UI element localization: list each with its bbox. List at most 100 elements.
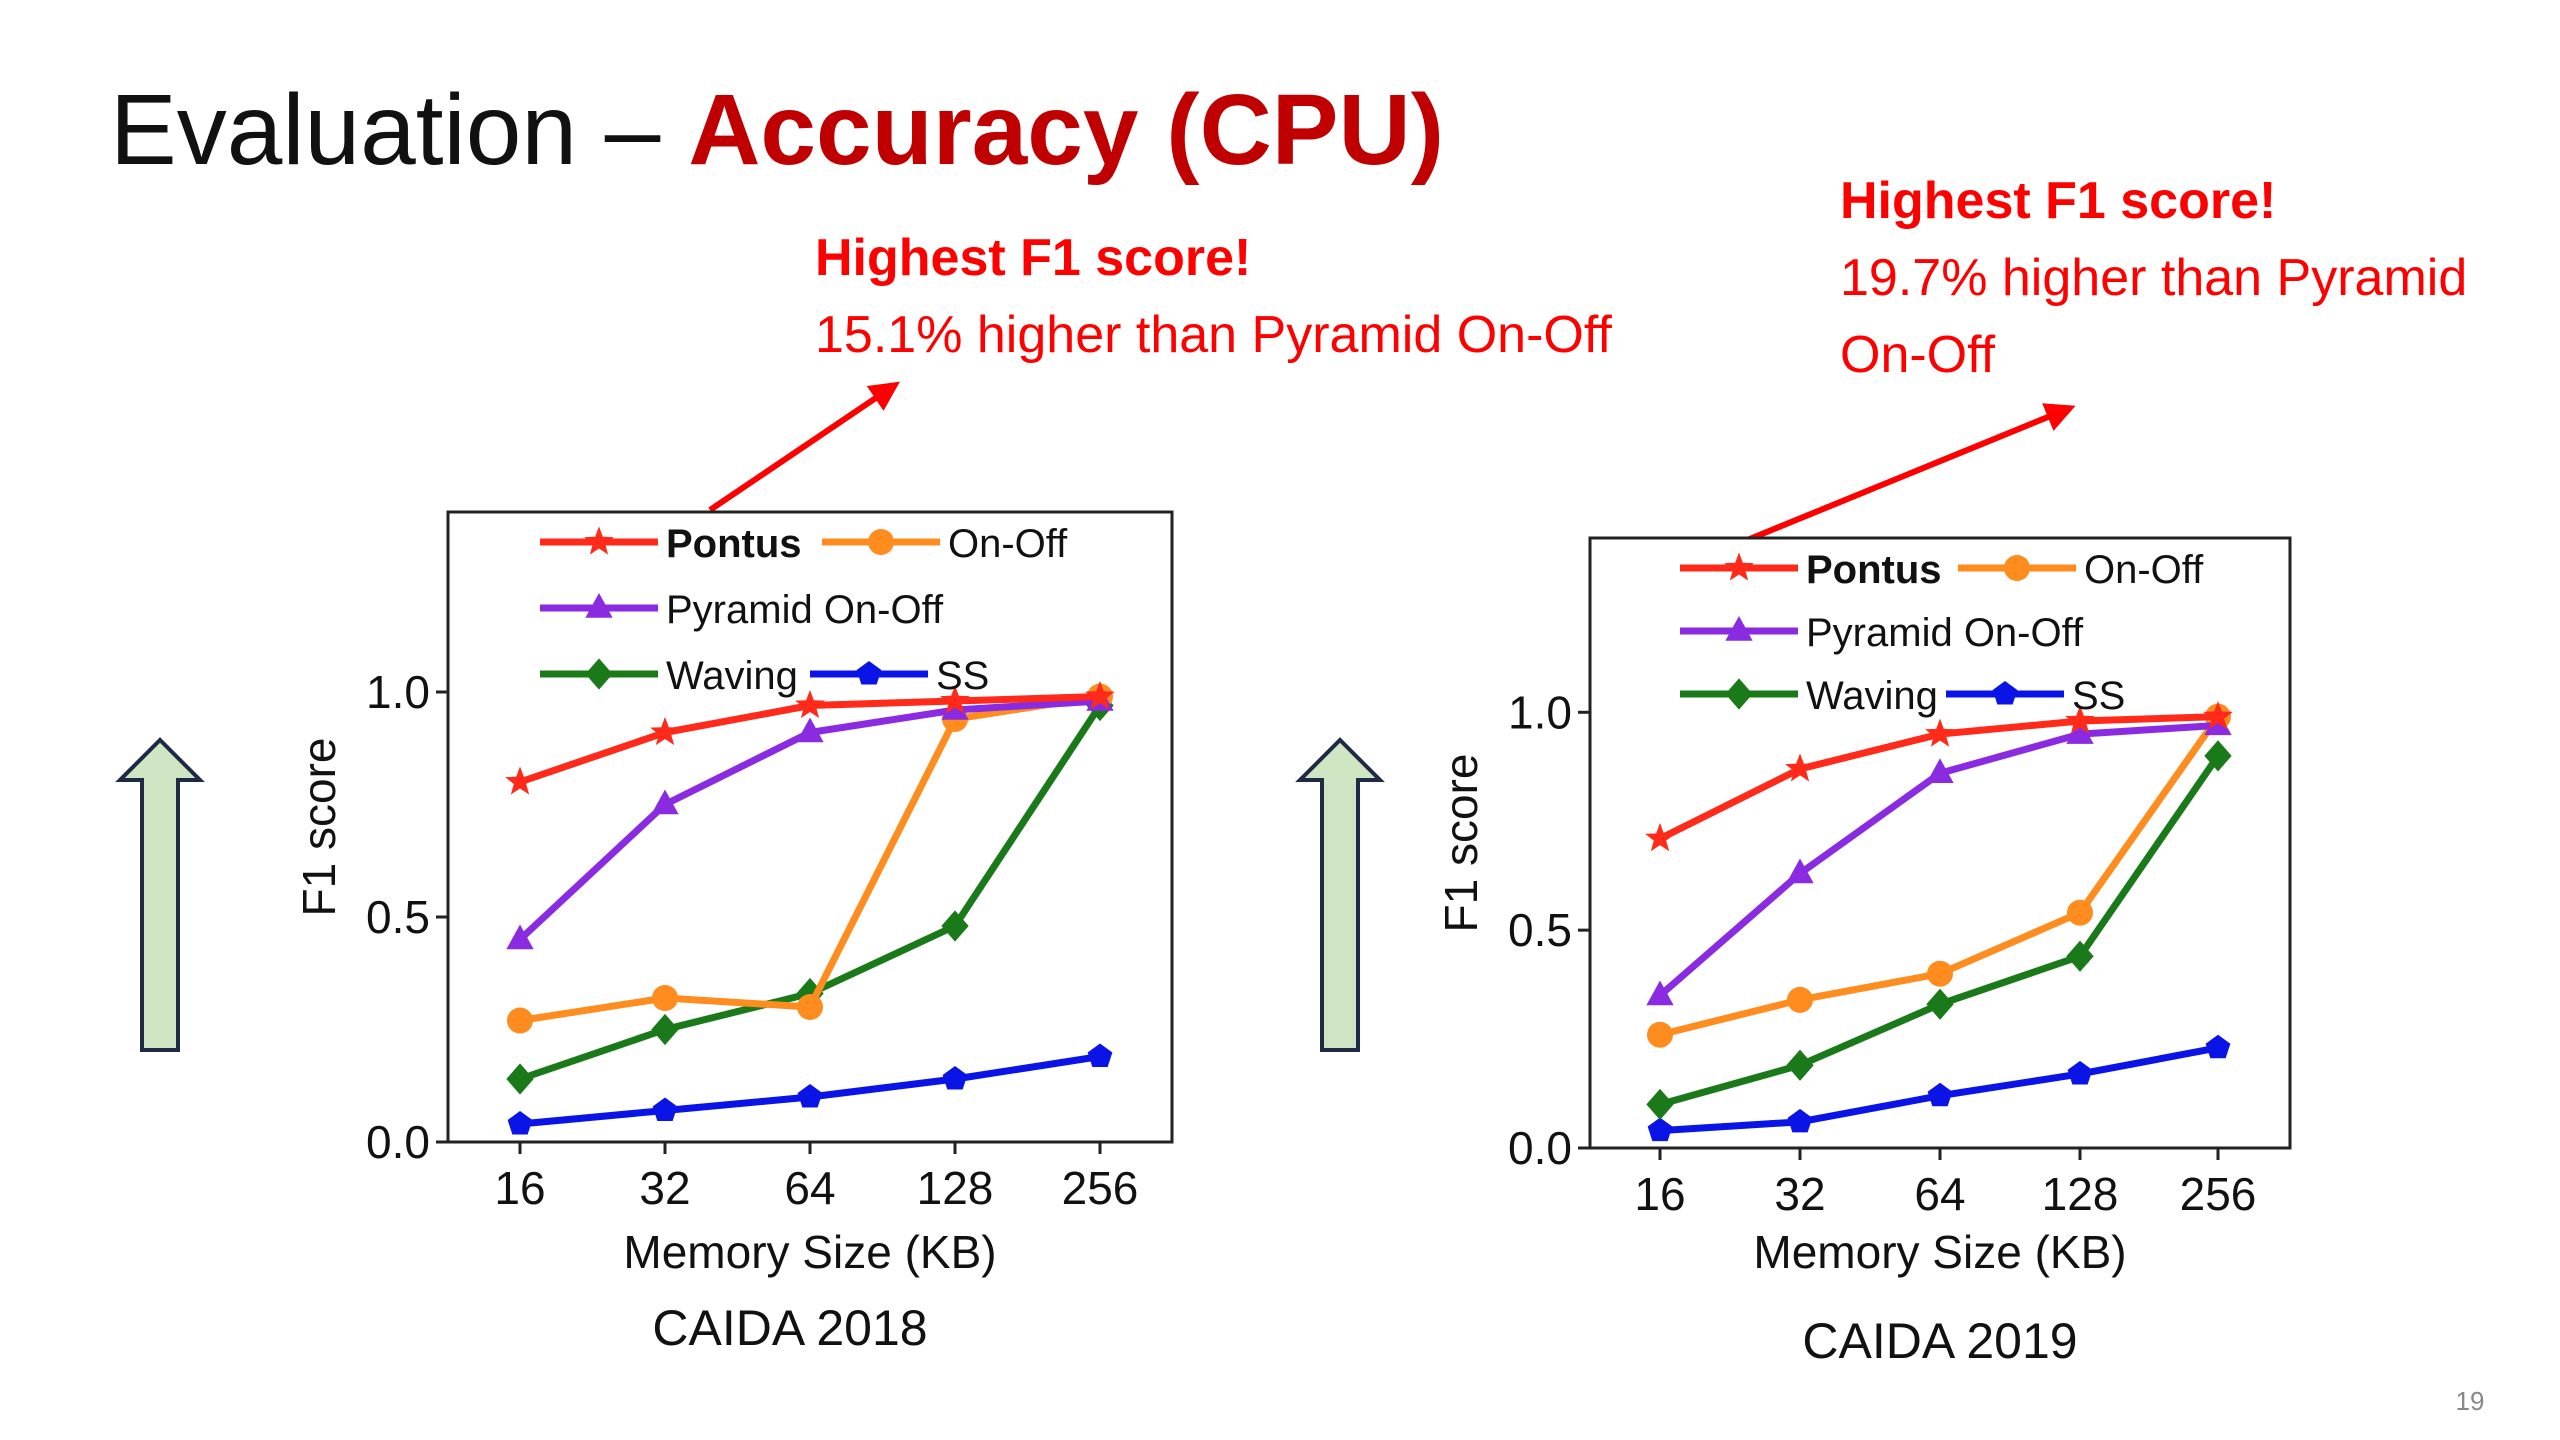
- data-point: [2067, 1060, 2093, 1085]
- legend-marker: [584, 526, 614, 555]
- data-point: [942, 1066, 968, 1090]
- data-point: [1645, 823, 1675, 852]
- chart-caption: CAIDA 2019: [1802, 1313, 2077, 1369]
- data-point: [505, 766, 535, 795]
- y-tick-label: 0.5: [366, 891, 430, 943]
- data-point: [2067, 899, 2093, 926]
- legend-label: Waving: [1806, 674, 1938, 718]
- plot-area: [505, 680, 1115, 1135]
- legend-marker: [868, 529, 894, 555]
- data-point: [2066, 719, 2094, 744]
- legend-marker: [1724, 552, 1754, 581]
- data-point: [1785, 753, 1815, 782]
- data-point: [1787, 986, 1813, 1013]
- slide-title: Evaluation – Accuracy (CPU): [110, 74, 1444, 186]
- callout-1-heading: Highest F1 score!: [815, 229, 1251, 287]
- legend-label: Pontus: [1806, 548, 1942, 592]
- data-point: [1927, 960, 1953, 987]
- up-arrow-icon-left: [115, 737, 205, 1052]
- x-tick-label: 32: [639, 1162, 690, 1214]
- x-tick-label: 256: [1062, 1162, 1139, 1214]
- callout-1-arrow: [708, 381, 900, 513]
- data-point: [1647, 1021, 1673, 1048]
- x-axis-label: Memory Size (KB): [1753, 1226, 2126, 1278]
- up-arrow-icon-right: [1295, 737, 1385, 1052]
- y-tick-label: 1.0: [1508, 686, 1572, 738]
- data-point: [796, 717, 824, 743]
- title-prefix: Evaluation –: [110, 74, 688, 186]
- legend-marker: [1992, 681, 2018, 705]
- data-point: [2066, 940, 2094, 972]
- data-point: [652, 985, 678, 1011]
- data-point: [1925, 718, 1955, 747]
- data-point: [650, 716, 680, 746]
- data-point: [2203, 701, 2233, 730]
- legend-marker: [1725, 616, 1753, 641]
- data-point: [2204, 740, 2232, 772]
- legend-marker: [1725, 678, 1753, 710]
- y-tick-label: 1.0: [366, 666, 430, 718]
- y-axis-label: F1 score: [293, 738, 345, 917]
- data-point: [507, 1111, 533, 1135]
- x-tick-label: 128: [917, 1162, 994, 1214]
- chart-caption: CAIDA 2018: [652, 1300, 927, 1356]
- callout-2-line-1: 19.7% higher than Pyramid: [1840, 249, 2467, 307]
- data-point: [652, 1097, 678, 1122]
- data-point: [1646, 980, 1674, 1006]
- data-point: [651, 789, 679, 815]
- data-point: [1786, 1049, 1814, 1081]
- legend-label: Pyramid On-Off: [666, 588, 944, 632]
- x-tick-label: 32: [1774, 1168, 1825, 1220]
- legend-label: Pyramid On-Off: [1806, 611, 2084, 655]
- x-tick-label: 16: [494, 1162, 545, 1214]
- title-highlight: Accuracy (CPU): [688, 74, 1444, 186]
- legend-marker: [585, 593, 613, 618]
- chart-frame: [1588, 536, 2292, 1150]
- legend-label: On-Off: [2084, 548, 2204, 592]
- data-point: [1786, 858, 1814, 884]
- y-tick-label: 0.0: [1508, 1122, 1572, 1174]
- data-point: [1087, 1043, 1113, 1068]
- page-number: 19: [2456, 1386, 2485, 1416]
- x-tick-label: 64: [784, 1162, 835, 1214]
- data-point: [2065, 705, 2095, 734]
- data-point: [651, 1013, 679, 1046]
- legend-label: Pontus: [666, 522, 802, 566]
- x-tick-label: 256: [2180, 1168, 2257, 1220]
- legend-marker: [856, 661, 882, 685]
- y-axis-label: F1 score: [1435, 754, 1487, 933]
- legend-label: SS: [936, 654, 989, 698]
- axis-ticks: 0.0 0.5 1.0 16 32 64 128 256: [366, 666, 1138, 1214]
- x-axis-label: Memory Size (KB): [623, 1226, 996, 1278]
- chart-frame: [446, 510, 1174, 1144]
- data-point: [1926, 758, 1954, 784]
- callout-2-arrow: [1733, 403, 2076, 548]
- data-point: [795, 689, 825, 719]
- data-point: [797, 1084, 823, 1108]
- legend-label: Waving: [666, 654, 798, 698]
- callout-1-line-1: 15.1% higher than Pyramid On-Off: [815, 306, 1612, 364]
- legend-marker: [585, 658, 613, 690]
- data-point: [1647, 1117, 1673, 1142]
- chart-caida-2019: F1 score Memory Size (KB) CAIDA 2019 0.0…: [1435, 536, 2292, 1369]
- callout-2-line-2: On-Off: [1840, 326, 1996, 384]
- data-point: [941, 910, 969, 942]
- data-point: [1085, 680, 1115, 710]
- data-point: [506, 1063, 534, 1095]
- data-point: [797, 994, 823, 1020]
- axis-ticks: 0.0 0.5 1.0 16 32 64 128 256: [1508, 686, 2256, 1220]
- chart-caida-2018: F1 score Memory Size (KB) CAIDA 2018 0.0…: [293, 510, 1174, 1356]
- data-point: [506, 924, 534, 950]
- plot-area: [1645, 701, 2233, 1142]
- x-tick-label: 16: [1634, 1168, 1685, 1220]
- data-point: [1787, 1108, 1813, 1133]
- x-tick-label: 64: [1914, 1168, 1965, 1220]
- data-point: [1927, 1082, 1953, 1107]
- data-point: [507, 1007, 533, 1034]
- y-tick-label: 0.0: [366, 1116, 430, 1168]
- x-tick-label: 128: [2042, 1168, 2119, 1220]
- data-point: [940, 685, 970, 714]
